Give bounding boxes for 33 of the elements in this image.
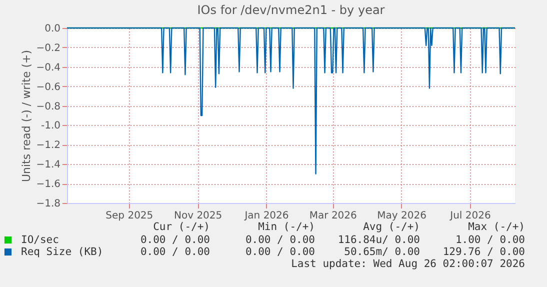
- x-tick-label: May 2026: [377, 210, 426, 222]
- y-tick-label: -1.0: [40, 120, 60, 132]
- x-tick-label: Jul 2026: [449, 210, 491, 222]
- text: 0.00 / 0.00: [140, 246, 210, 258]
- x-tick-label: Nov 2025: [174, 210, 222, 222]
- x-tick-label: Mar 2026: [309, 210, 357, 222]
- text: 0.00 / 0.00: [245, 234, 315, 246]
- text: 0.00 / 0.00: [140, 234, 210, 246]
- text: Min (-/+): [258, 221, 315, 233]
- text: Avg (-/+): [363, 221, 420, 233]
- y-tick-label: −1.2: [36, 140, 60, 152]
- y-tick-label: −1.4: [36, 160, 60, 171]
- text: 129.76 / 0.00: [442, 246, 525, 258]
- y-axis-title: Units read (-) / write (+): [20, 50, 34, 182]
- y-tick-label: −0.8: [36, 101, 60, 112]
- legend-label: IO/sec: [21, 234, 59, 246]
- y-tick-label: −0.4: [36, 62, 60, 74]
- text: Last update: Wed Aug 26 02:00:07 2026: [291, 258, 525, 270]
- legend-label: Req Size (KB): [21, 246, 104, 258]
- text: Max (-/+): [468, 221, 525, 233]
- text: 50.65m/ 0.00: [344, 246, 420, 258]
- y-tick-label: −0.6: [36, 82, 60, 93]
- y-tick-label: 0.0: [44, 24, 60, 34]
- x-tick-label: Sep 2025: [106, 210, 154, 222]
- x-tick-label: Jan 2026: [244, 210, 289, 222]
- text: Cur (-/+): [153, 221, 210, 233]
- chart-title: IOs for /dev/nvme2n1 - by year: [197, 3, 385, 17]
- y-tick-label: −1.8: [36, 198, 60, 210]
- y-tick-label: −0.2: [36, 42, 60, 54]
- text: 1.00 / 0.00: [455, 234, 525, 246]
- y-tick-label: −1.6: [36, 179, 60, 190]
- text: 0.00 / 0.00: [245, 246, 315, 258]
- text: 116.84u/ 0.00: [338, 234, 420, 246]
